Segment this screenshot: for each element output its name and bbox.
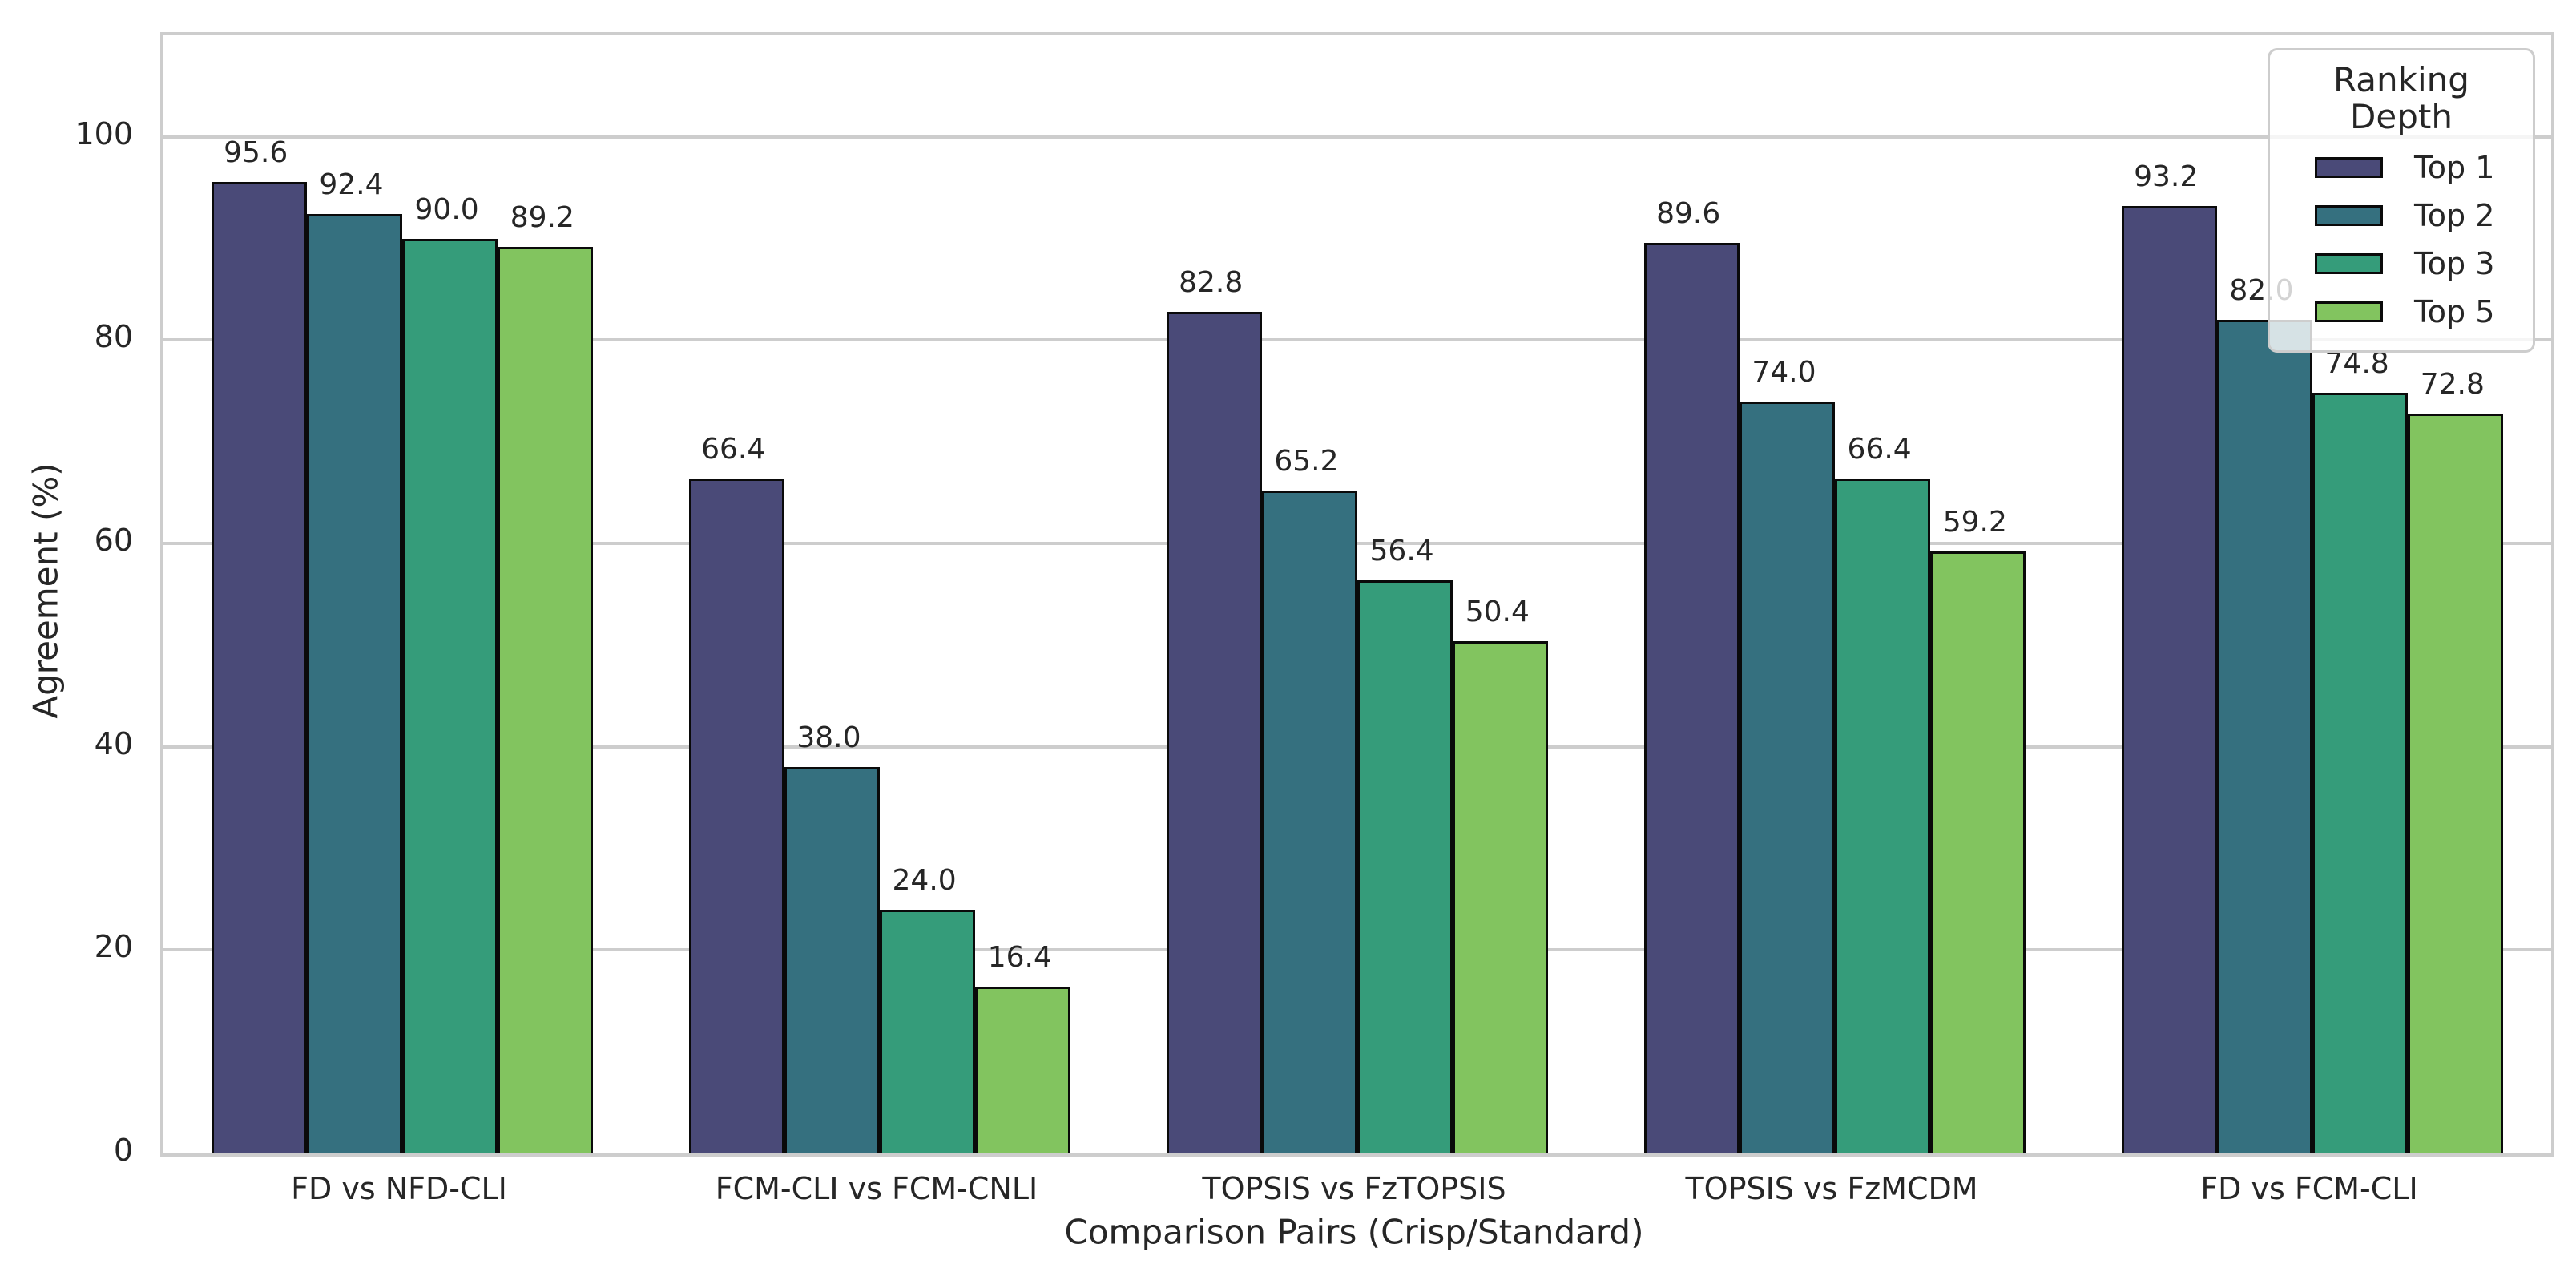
bar-value-label: 66.4 [701,432,766,466]
legend-label: Top 5 [2414,294,2495,330]
bar-top-1-group-4 [1643,242,1740,1153]
bar-value-label: 72.8 [2420,367,2485,401]
bar-top-2-group-4 [1739,401,1835,1153]
bar-top-2-group-3 [1261,491,1357,1153]
bar-top-2-group-5 [2216,320,2312,1153]
legend-swatch [2315,253,2383,275]
x-tick-label: FCM-CLI vs FCM-CNLI [715,1171,1038,1206]
bar-value-label: 95.6 [224,135,288,169]
bar-value-label: 92.4 [319,168,384,202]
bar-top-1-group-1 [211,181,307,1153]
bar-top-5-group-5 [2408,413,2504,1153]
bar-value-label: 89.6 [1656,196,1721,230]
y-tick-label-100: 100 [75,115,133,151]
bar-value-label: 74.8 [2324,347,2389,381]
bar-top-3-group-2 [880,909,976,1153]
bar-top-5-group-1 [498,246,594,1153]
bar-top-2-group-2 [784,767,880,1153]
bar-top-5-group-4 [1930,551,2026,1153]
y-tick-label-60: 60 [94,523,133,559]
x-tick-label: FD vs FCM-CLI [2200,1171,2418,1206]
bar-value-label: 16.4 [987,941,1052,975]
bar-top-3-group-1 [402,238,498,1153]
bar-value-label: 56.4 [1369,534,1434,567]
bar-top-1-group-2 [688,478,784,1153]
bar-value-label: 38.0 [796,721,861,755]
legend-swatch [2315,157,2383,179]
bar-top-5-group-3 [1453,640,1549,1153]
bar-top-2-group-1 [306,214,402,1153]
bar-top-1-group-5 [2121,206,2217,1153]
bar-value-label: 24.0 [892,863,957,897]
gridline-y-60 [163,542,2551,546]
bar-top-3-group-3 [1357,580,1453,1153]
legend-item-top-2: Top 2 [2286,192,2517,240]
bar-value-label: 90.0 [414,192,479,226]
x-tick-label: TOPSIS vs FzMCDM [1685,1171,1978,1206]
bar-top-3-group-4 [1835,478,1931,1153]
y-axis-label: Agreement (%) [26,462,66,719]
legend-label: Top 3 [2414,246,2495,282]
bar-value-label: 59.2 [1942,506,2007,539]
gridline-y-100 [163,135,2551,139]
x-tick-label: FD vs NFD-CLI [291,1171,507,1206]
bar-top-1-group-3 [1166,311,1262,1153]
x-tick-label: TOPSIS vs FzTOPSIS [1202,1171,1506,1206]
legend-item-top-1: Top 1 [2286,143,2517,192]
legend-item-top-5: Top 5 [2286,288,2517,336]
bar-top-5-group-2 [975,987,1071,1153]
legend-item-top-3: Top 3 [2286,240,2517,288]
x-axis-label: Comparison Pairs (Crisp/Standard) [1064,1212,1644,1252]
legend-items: Top 1 Top 2 Top 3 Top 5 [2286,143,2517,336]
y-tick-label-20: 20 [94,929,133,965]
bar-top-3-group-5 [2312,393,2409,1153]
y-tick-label-80: 80 [94,319,133,355]
gridline-y-80 [163,338,2551,342]
legend-label: Top 2 [2414,198,2495,234]
y-tick-label-40: 40 [94,725,133,761]
bar-value-label: 74.0 [1752,355,1816,389]
legend-title: Ranking Depth [2333,60,2469,137]
legend-swatch [2315,205,2383,227]
legend: Ranking Depth Top 1 Top 2 Top 3 Top 5 [2268,48,2535,353]
bar-value-label: 65.2 [1274,445,1339,479]
bar-value-label: 82.8 [1179,265,1244,299]
bar-value-label: 50.4 [1465,595,1530,628]
legend-label: Top 1 [2414,150,2495,186]
plot-area [160,32,2554,1157]
y-tick-label-0: 0 [113,1133,133,1168]
legend-swatch [2315,301,2383,323]
bar-value-label: 66.4 [1847,432,1912,466]
bar-value-label: 89.2 [510,200,574,234]
bar-value-label: 93.2 [2134,160,2199,194]
